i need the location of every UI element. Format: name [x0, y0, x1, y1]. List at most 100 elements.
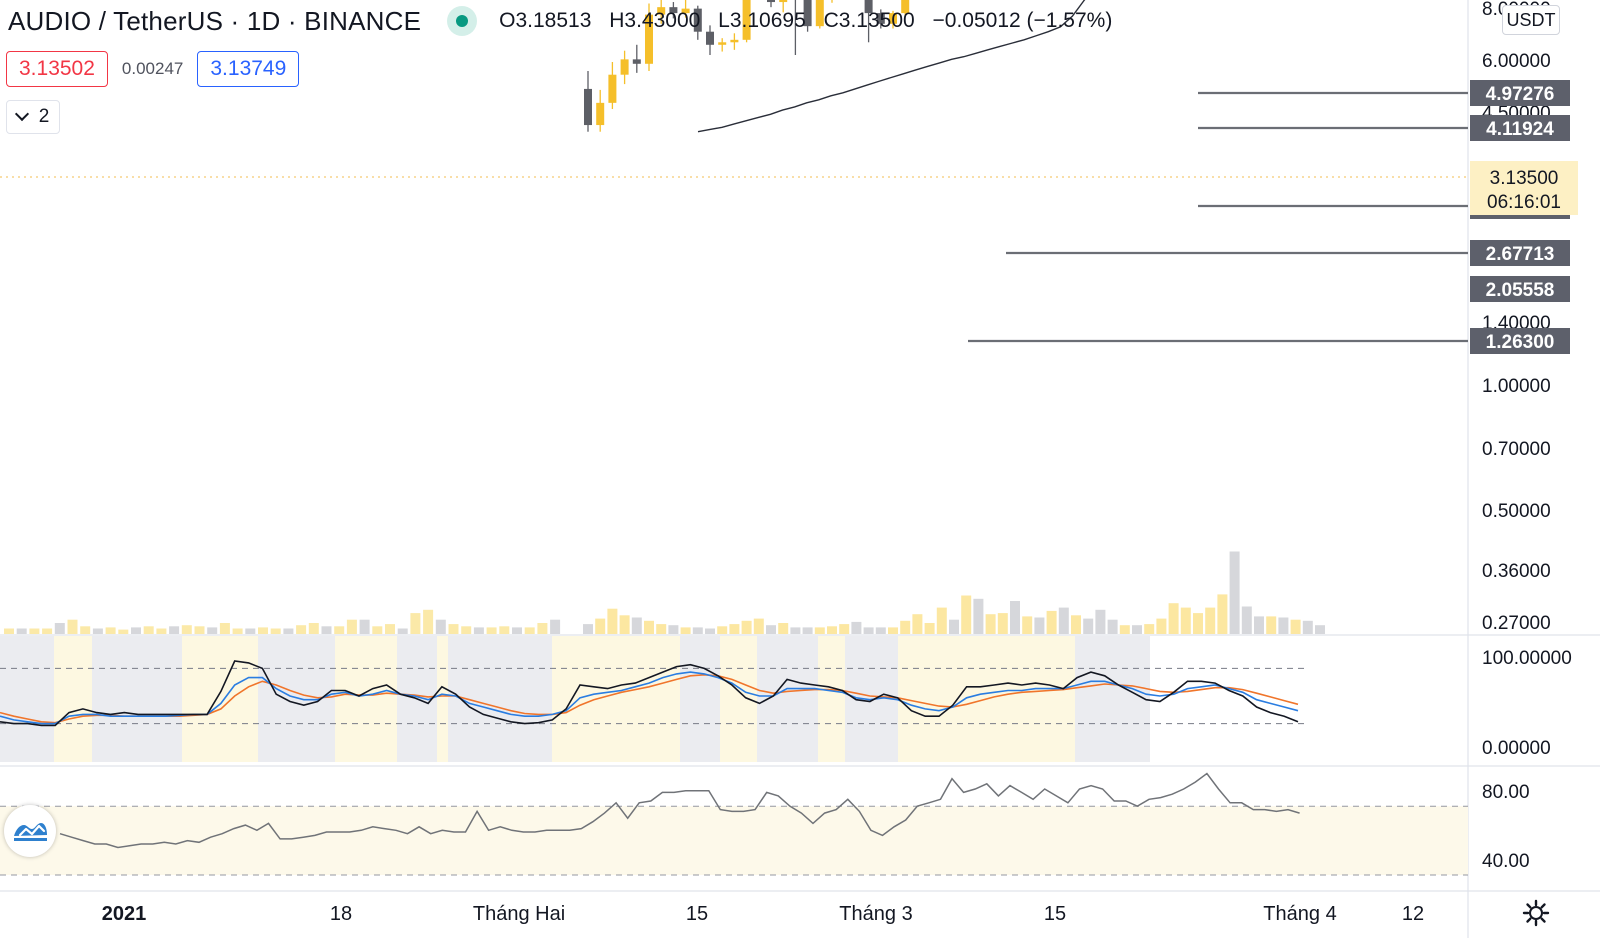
- level-label-text: 1.26300: [1486, 332, 1555, 353]
- volume-bar: [961, 595, 972, 634]
- candle-body: [693, 8, 702, 32]
- volume-bar: [1193, 613, 1203, 634]
- volume-bar: [741, 620, 752, 634]
- volume-bar: [512, 627, 522, 634]
- level-label-text: 2.67713: [1486, 244, 1555, 265]
- price-tick-label: 0.70000: [1482, 439, 1551, 460]
- time-tick-label: 12: [1402, 903, 1424, 925]
- volume-bar: [397, 628, 408, 634]
- candle: [794, 0, 797, 56]
- volume-bar: [385, 624, 395, 634]
- volume-bar: [1010, 601, 1020, 634]
- stoch-band: [92, 636, 182, 762]
- ma-line: [697, 0, 1086, 133]
- candle-body: [803, 0, 812, 27]
- chevron-down-icon: [14, 106, 29, 122]
- candle-body: [767, 0, 775, 3]
- volume-bar: [258, 627, 268, 634]
- candle-body: [718, 42, 727, 45]
- volume-bar: [194, 626, 205, 634]
- volume-bar: [156, 628, 167, 634]
- level-label-bg: [1470, 240, 1570, 266]
- volume-bar: [1217, 594, 1228, 634]
- candle-body: [742, 0, 751, 40]
- stoch-band: [54, 636, 92, 762]
- candle: [864, 0, 873, 43]
- candle-body: [901, 0, 910, 14]
- volume-bar: [1266, 616, 1277, 634]
- volume-bar: [181, 625, 192, 634]
- volume-bar: [359, 619, 370, 634]
- candle: [620, 50, 629, 85]
- volume-bar: [863, 627, 874, 634]
- horizontal-levels: [968, 91, 1468, 343]
- volume-bar: [949, 619, 959, 634]
- time-tick-label: 15: [1044, 903, 1066, 925]
- volume-bar: [1022, 616, 1033, 634]
- last-price-bg: [1470, 161, 1578, 215]
- candle: [901, 0, 910, 17]
- currency-button[interactable]: USDT: [1502, 5, 1560, 35]
- volume-bar: [1241, 606, 1252, 634]
- volume-bar: [753, 618, 764, 634]
- candle-body: [657, 7, 666, 15]
- buy-button[interactable]: 3.13749: [197, 51, 300, 87]
- volume-bar: [67, 619, 78, 634]
- rsi-axis-label: 80.00: [1482, 782, 1530, 803]
- ohlc-values: O3.18513 H3.43000 L3.10695 C3.13500 −0.0…: [499, 9, 1124, 33]
- level-label-text: 4.97276: [1486, 84, 1555, 105]
- volume-bar: [729, 624, 740, 634]
- candle: [730, 33, 739, 50]
- sell-button[interactable]: 3.13502: [6, 51, 108, 87]
- volume-bar: [851, 621, 862, 634]
- volume-bar: [423, 609, 434, 634]
- price-tick-label: 0.50000: [1482, 501, 1551, 522]
- volume-bar: [372, 626, 383, 634]
- candle-body: [730, 39, 739, 43]
- volume-bar: [1168, 603, 1179, 634]
- stoch-axis-label: 100.00000: [1482, 648, 1572, 669]
- price-tick-label: 1.00000: [1482, 376, 1551, 397]
- collapse-indicators-button[interactable]: 2: [6, 100, 60, 134]
- stoch-band: [720, 636, 757, 762]
- candle: [645, 3, 653, 72]
- candle-body: [645, 14, 653, 64]
- volume-bar: [207, 627, 218, 634]
- volume-bar: [16, 628, 27, 634]
- close-value: C3.13500: [823, 9, 915, 32]
- last-price-label: 3.13500 06:16:01: [1470, 161, 1578, 215]
- stoch-band: [0, 636, 54, 762]
- volume-bar: [461, 626, 472, 634]
- volume-bar: [973, 598, 984, 634]
- bar-countdown: 06:16:01: [1487, 192, 1561, 213]
- candle: [632, 44, 641, 73]
- gear-icon[interactable]: [1522, 899, 1550, 927]
- volume-bar: [1290, 619, 1301, 634]
- candle: [831, 0, 833, 3]
- volume-bar: [644, 620, 654, 634]
- volume-bar: [308, 623, 319, 634]
- volume-bar: [790, 627, 801, 634]
- candle: [596, 89, 605, 132]
- change-value: −0.05012 (−1.57%): [932, 9, 1113, 32]
- volume-bar: [1180, 607, 1191, 634]
- candle: [669, 2, 678, 19]
- candle-body: [815, 0, 824, 27]
- volume-bar: [54, 623, 65, 634]
- tradingview-logo-icon[interactable]: [4, 805, 56, 857]
- time-tick-label: 2021: [102, 903, 147, 925]
- level-label-bg: [1470, 276, 1570, 302]
- stoch-band: [335, 636, 397, 762]
- stoch-band: [182, 636, 258, 762]
- market-status-icon[interactable]: [447, 6, 478, 36]
- rsi-pane: [0, 772, 1468, 876]
- symbol-title[interactable]: AUDIO / TetherUS · 1D · BINANCE: [8, 5, 422, 36]
- stoch-oscillator-line: [0, 660, 1299, 727]
- volume-bar: [169, 626, 180, 634]
- price-tick-label: 0.36000: [1482, 561, 1551, 582]
- volume-bar: [802, 627, 813, 634]
- candle: [815, 0, 824, 29]
- volume-bar: [105, 627, 116, 634]
- low-value: L3.10695: [718, 9, 806, 32]
